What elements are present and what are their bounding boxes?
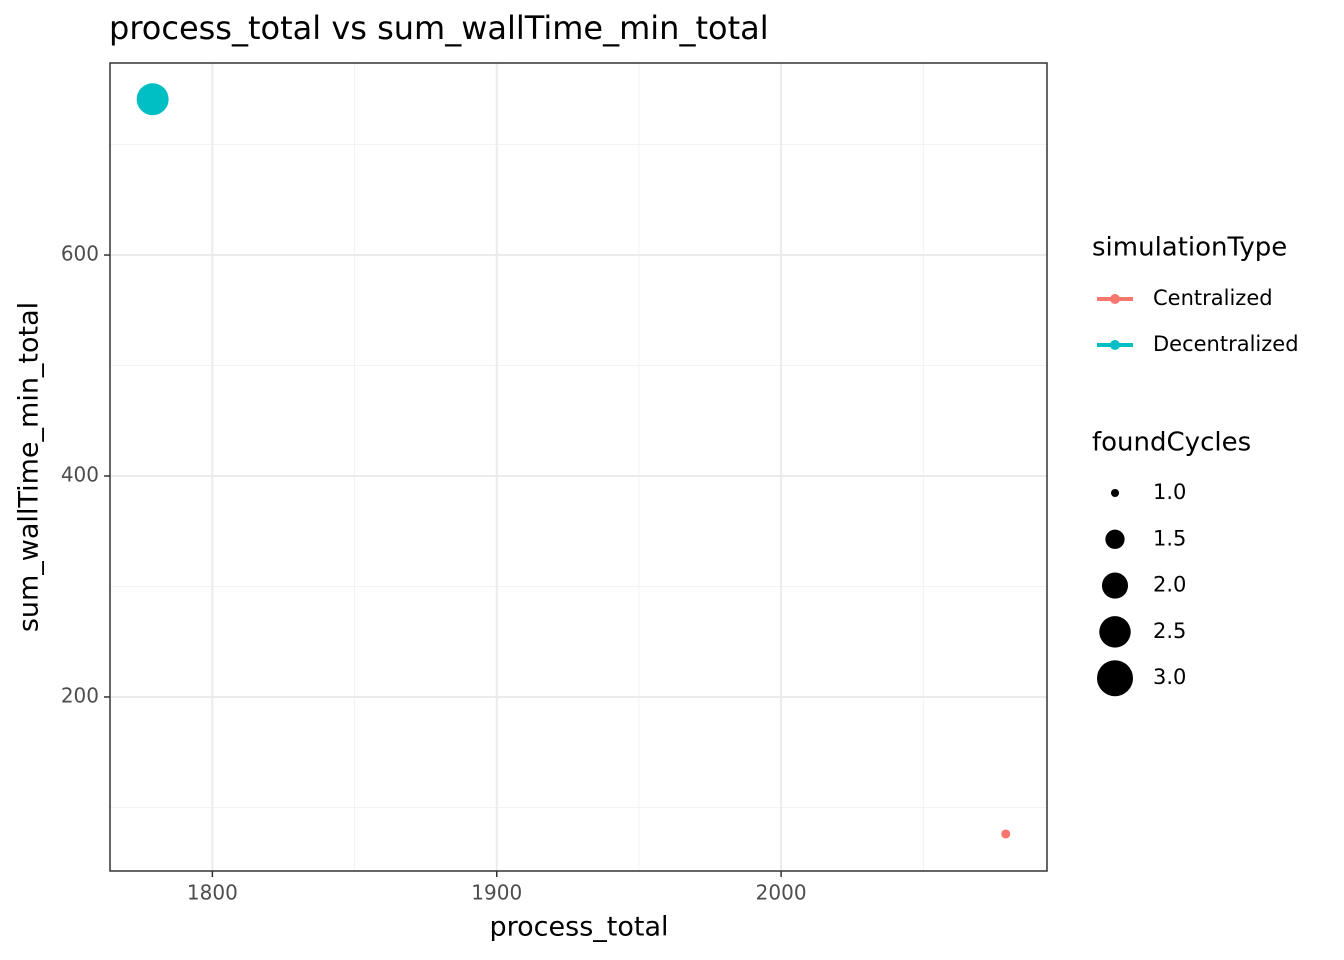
- color-legend-title: simulationType: [1092, 233, 1287, 263]
- point: [1001, 829, 1011, 839]
- y-tick-label: 400: [61, 463, 99, 487]
- size-legend-key: [1097, 660, 1133, 697]
- x-axis-label: process_total: [490, 912, 669, 943]
- size-legend-label: 2.0: [1153, 573, 1186, 597]
- legend-label: Decentralized: [1153, 332, 1299, 356]
- legend-key-point: [1110, 294, 1120, 304]
- size-legend-label: 3.0: [1153, 665, 1186, 689]
- size-legend-key: [1105, 529, 1125, 549]
- size-legend-label: 1.5: [1153, 526, 1186, 550]
- size-legend-key: [1111, 489, 1119, 497]
- legend-label: Centralized: [1153, 286, 1273, 310]
- size-legend-key: [1099, 616, 1131, 648]
- legend-key-point: [1110, 340, 1120, 350]
- y-tick-label: 600: [61, 242, 99, 266]
- y-tick-label: 200: [61, 683, 99, 707]
- chart-title: process_total vs sum_wallTime_min_total: [109, 9, 769, 47]
- size-legend-title: foundCycles: [1092, 428, 1251, 458]
- x-tick-label: 1800: [187, 881, 238, 905]
- size-legend-key: [1101, 572, 1129, 599]
- point: [136, 83, 169, 116]
- y-axis-label: sum_wallTime_min_total: [14, 302, 45, 632]
- size-legend-label: 2.5: [1153, 619, 1186, 643]
- x-tick-label: 1900: [471, 881, 522, 905]
- panel-border: [109, 62, 1048, 872]
- x-tick-label: 2000: [756, 881, 807, 905]
- size-legend-label: 1.0: [1153, 480, 1186, 504]
